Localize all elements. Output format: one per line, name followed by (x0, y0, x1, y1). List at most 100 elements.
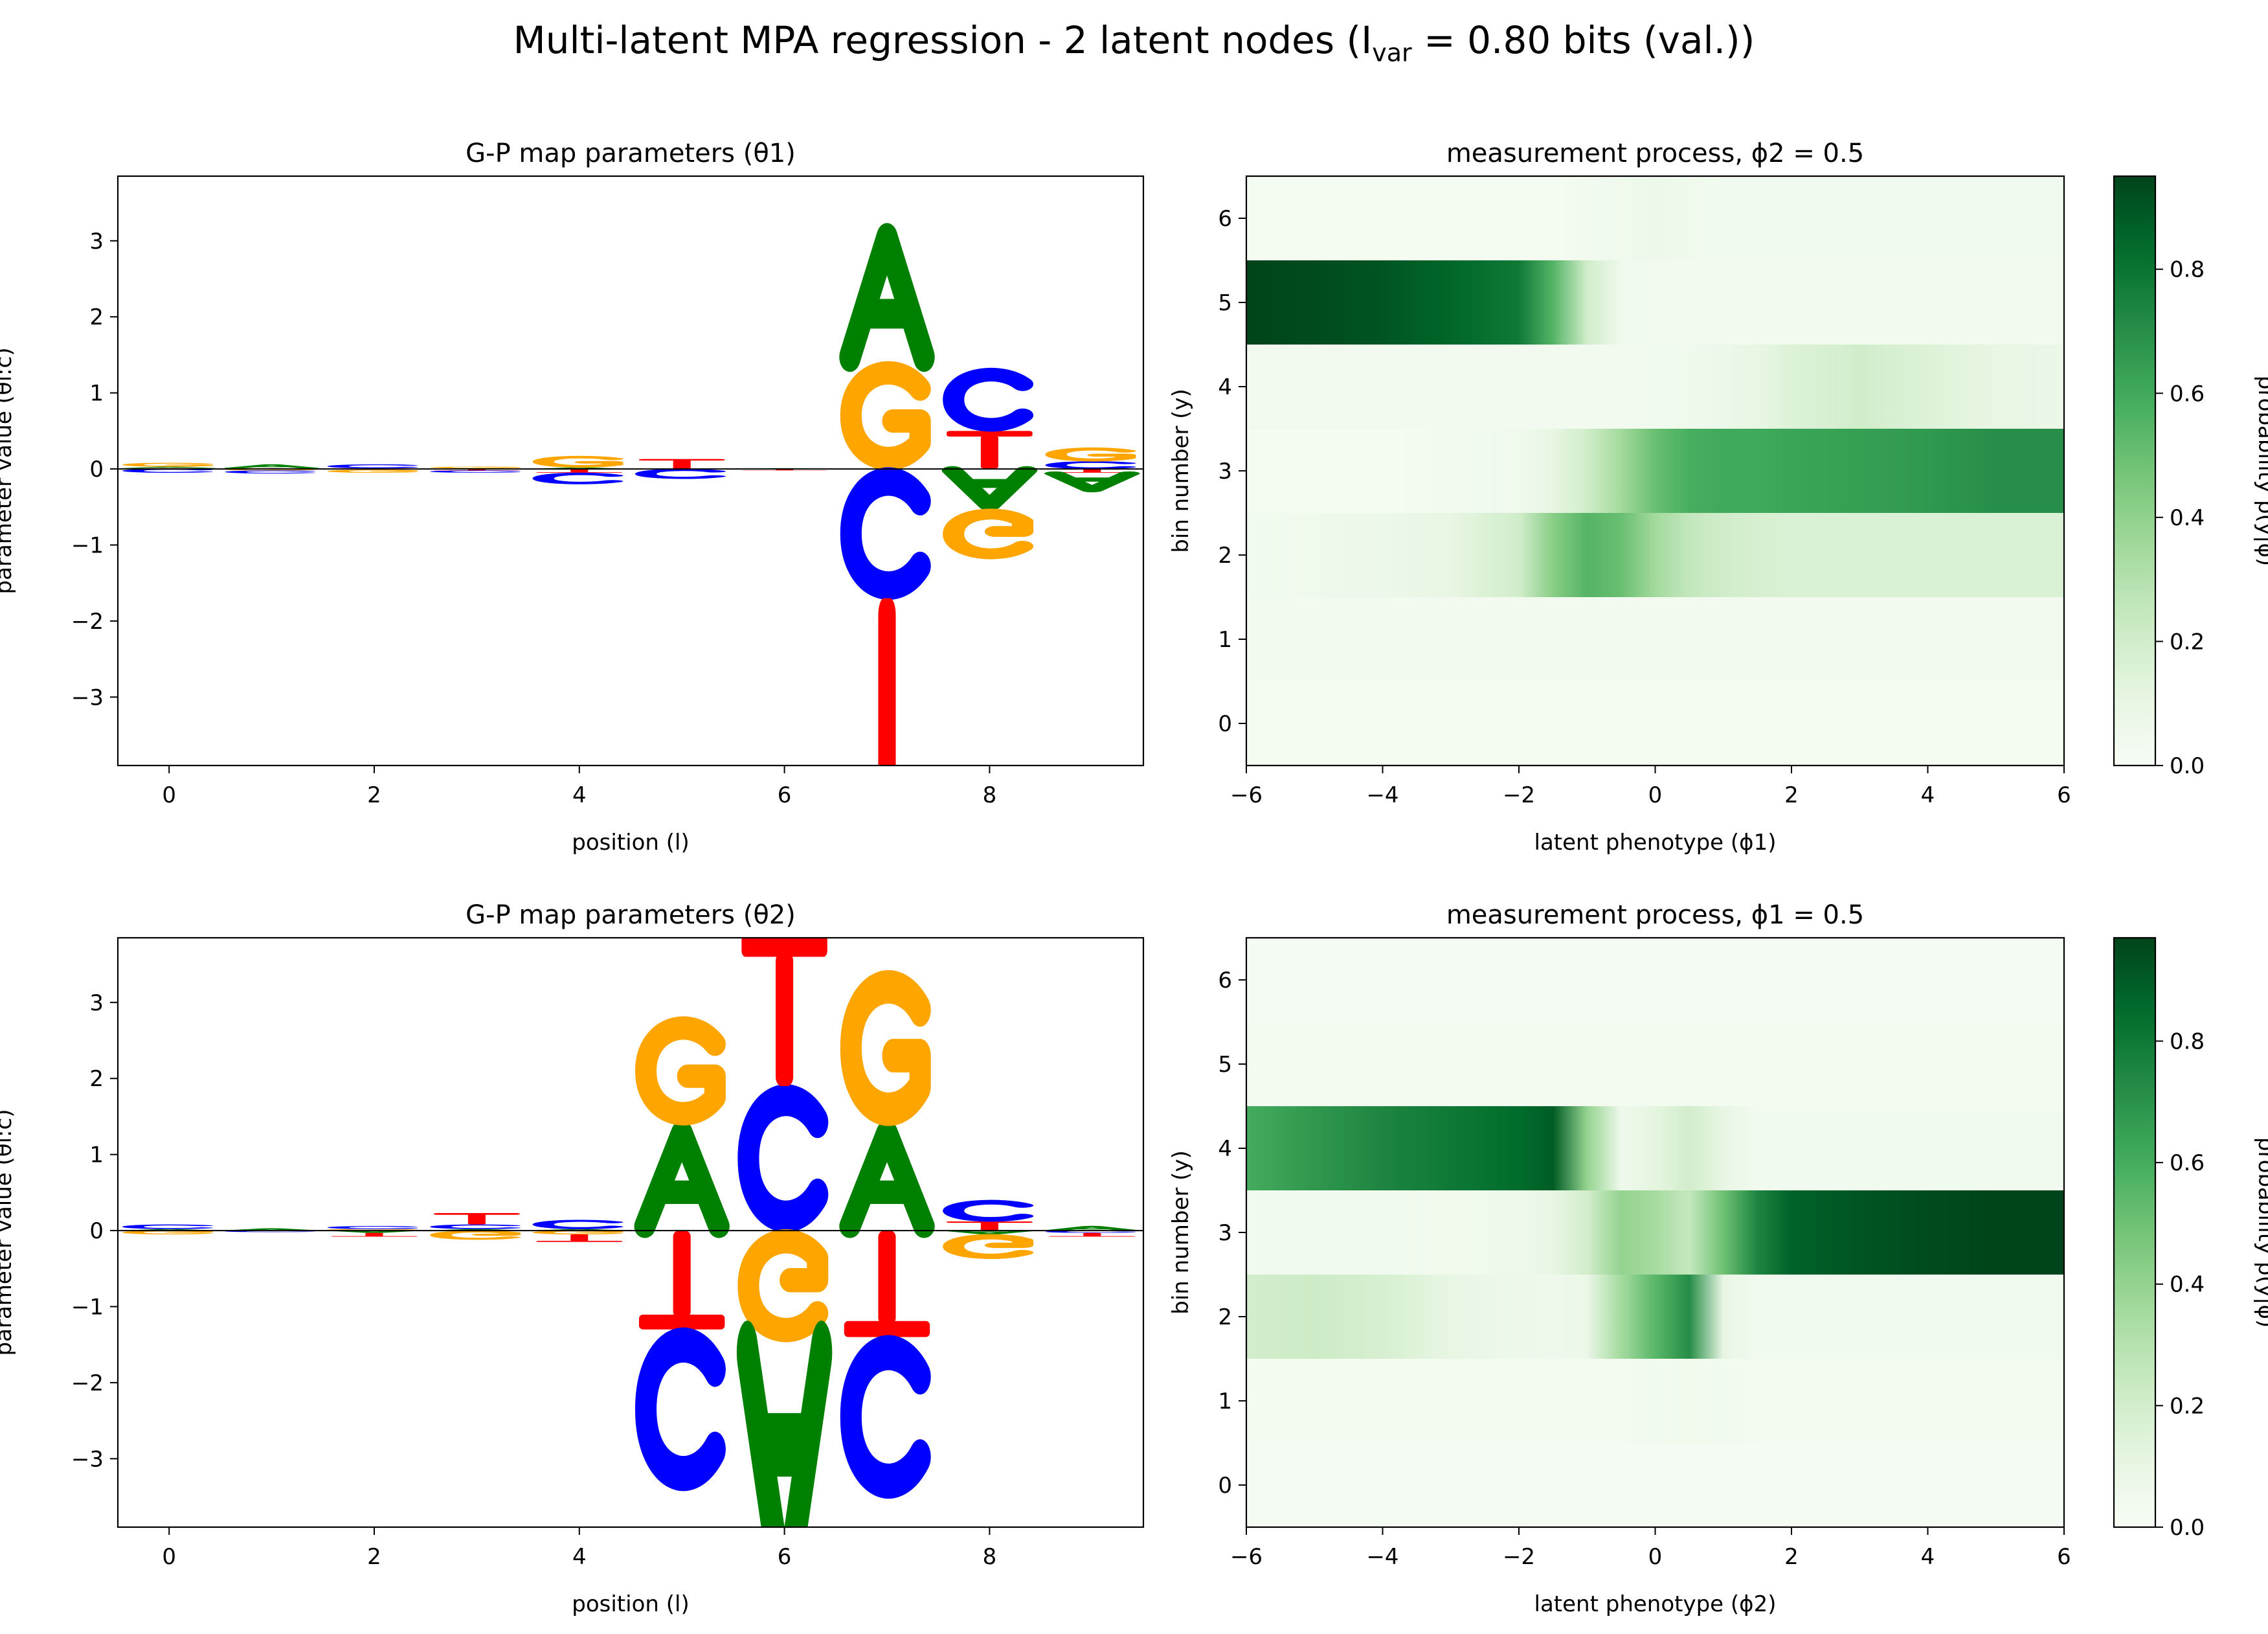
logo-letter-G-stroke (1045, 447, 1136, 462)
colorbar-tick-label: 0.8 (2170, 1028, 2205, 1054)
colorbar-fill (2113, 175, 2157, 767)
colorbar-tick-label: 0.6 (2170, 381, 2205, 407)
y-tick-label: 3 (1218, 459, 1232, 484)
logo-letter-G (532, 1230, 623, 1235)
heatmap-chart-1: −6 −4 −2 0 2 4 6 0 1 2 3 4 5 6 measurement process, ϕ2… (1168, 139, 2268, 856)
y-tick-label: −3 (71, 685, 104, 710)
logo-letter-G (840, 970, 931, 1126)
logo-letter-G (430, 1230, 521, 1240)
logo-letter-A-stroke (1044, 1225, 1140, 1231)
heatmap-row-bin-1 (1246, 1359, 2064, 1443)
logo-letter-G-stroke (943, 508, 1034, 560)
logo-letter-A-stroke (736, 1321, 833, 1527)
heatmap-row-bin-3 (1246, 429, 2064, 513)
logo-letter-G (532, 455, 623, 468)
y-tick-label: 3 (89, 229, 104, 255)
figure-title: Multi-latent MPA regression - 2 latent n… (0, 14, 2268, 79)
heatmap-row-bin-6 (1246, 938, 2064, 1022)
heatmap-row-bin-5 (1246, 1022, 2064, 1106)
logo-letter-C-stroke (122, 1224, 213, 1229)
x-tick-label: −2 (1503, 1544, 1535, 1570)
heatmap-row-bin-0 (1246, 681, 2064, 766)
logo-letter-G (122, 462, 213, 467)
colorbar-tick-label: 0.4 (2170, 505, 2205, 531)
x-tick-label: 0 (162, 782, 176, 808)
y-tick-label: 2 (89, 1066, 104, 1092)
logo-letter-G (1045, 447, 1136, 462)
y-tick-label: 3 (89, 990, 104, 1016)
logo-letter-T-stem (673, 460, 691, 470)
logo-letter-A-stroke (1044, 471, 1140, 493)
axes-frame (117, 175, 1145, 767)
logo-letter-C (634, 1327, 726, 1492)
logo-letter-T-bar (536, 1240, 623, 1242)
logo-letter-C-stroke (327, 464, 418, 468)
logo-letter-A (326, 1230, 422, 1233)
logo-letter-A-stroke (941, 1230, 1038, 1235)
logo-letter-C-stroke (532, 472, 623, 484)
heatmap-row-bin-3 (1246, 1190, 2064, 1275)
logo-letter-T-bar (741, 938, 827, 957)
logo-letter-C-stroke (430, 1224, 521, 1229)
y-tick-label: −3 (71, 1446, 104, 1472)
y-tick-label: −2 (71, 1370, 104, 1396)
colorbar-label: probability p(y|ϕ) (2253, 1137, 2268, 1328)
logo-letter-T-bar (1049, 1236, 1136, 1237)
heatmap-row-bin-5 (1246, 260, 2064, 345)
y-tick-label: 0 (89, 457, 104, 482)
logo-letter-T-bar (536, 472, 623, 473)
figure-title-main: Multi-latent MPA regression - 2 latent n… (513, 18, 1373, 62)
x-axis-label: position (l) (572, 1591, 689, 1617)
logo-letter-G-stroke (430, 466, 521, 468)
x-axis-label: latent phenotype (ϕ2) (1534, 1591, 1777, 1617)
logo-letter-C (737, 1084, 829, 1232)
logo-letter-T-bar (1049, 472, 1136, 473)
y-tick-label: 1 (89, 381, 104, 407)
logo-letter-A-stroke (634, 1120, 730, 1238)
logo-letter-G (943, 508, 1034, 560)
logo-letter-T-stem (673, 1231, 691, 1318)
y-tick-label: 5 (1218, 290, 1232, 316)
logo-letter-C-stroke (840, 1335, 931, 1499)
y-tick-label: −2 (71, 609, 104, 635)
y-tick-label: 2 (1218, 543, 1232, 569)
logo-letter-T (638, 1231, 725, 1330)
logo-letter-A (634, 1120, 730, 1238)
colorbar-tick-label: 0.2 (2170, 629, 2205, 655)
chart-title: measurement process, ϕ2 = 0.5 (1446, 139, 1864, 168)
logo-letter-G (430, 466, 521, 468)
logo-letter-C (327, 1225, 418, 1229)
logo-chart-0: 0 2 4 6 8 −3 −2 −1 0 1 2 3 G-P map parameters (θ1) po… (0, 139, 1145, 879)
y-tick-label: 1 (89, 1142, 104, 1168)
y-tick-label: 5 (1218, 1052, 1232, 1078)
logo-letter-A-stroke (223, 1228, 320, 1231)
x-tick-label: −6 (1230, 782, 1263, 808)
logo-letter-C (1045, 461, 1136, 470)
x-tick-label: 2 (1784, 1544, 1799, 1570)
colorbar: 0.0 0.2 0.4 0.6 0.8 probability p(y|ϕ) (2113, 936, 2268, 1541)
logo-letter-C (532, 1220, 623, 1229)
logo-letter-G (943, 1234, 1034, 1259)
logo-letter-G-stroke (840, 361, 931, 470)
y-axis-label: bin number (y) (1168, 389, 1194, 553)
logo-letter-G-stroke (122, 462, 213, 467)
logo-letter-T-bar (947, 431, 1033, 437)
heatmap-row-bin-2 (1246, 1275, 2064, 1359)
chart-title: measurement process, ϕ1 = 0.5 (1446, 900, 1864, 930)
chart-title: G-P map parameters (θ1) (466, 139, 796, 168)
logo-letter-T-bar (844, 837, 930, 879)
colorbar-tick-label: 0.8 (2170, 257, 2205, 283)
logo-letter-T-bar (331, 1236, 418, 1237)
logo-letter-T (536, 469, 623, 473)
logo-plot-area-0 (121, 223, 1140, 879)
x-tick-label: 4 (572, 782, 587, 808)
logo-letter-C-stroke (327, 1225, 418, 1229)
logo-letter-C-stroke (122, 468, 213, 473)
axes-frame (117, 936, 1145, 1528)
logo-letter-T-stem (980, 1222, 998, 1231)
logo-letter-T-stem (878, 598, 896, 766)
logo-letter-C (840, 467, 931, 600)
heatmap-row-bin-0 (1246, 1443, 2064, 1527)
logo-letter-A-stroke (121, 466, 217, 469)
